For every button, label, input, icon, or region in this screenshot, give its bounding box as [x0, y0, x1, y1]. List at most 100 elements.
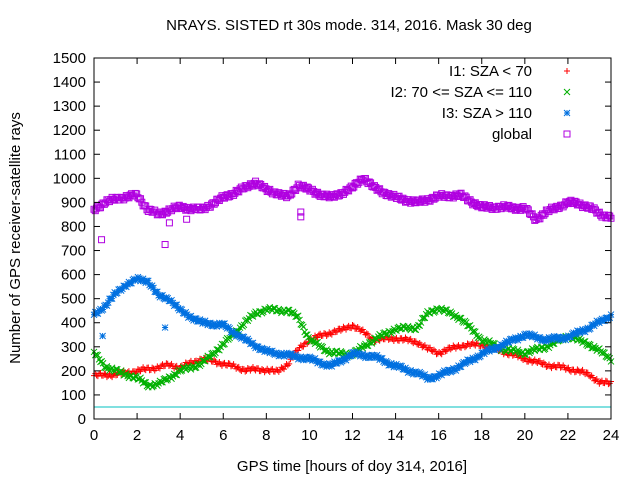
data-point	[347, 352, 355, 360]
data-point	[567, 333, 575, 341]
y-tick-label: 100	[61, 387, 86, 404]
data-point	[461, 344, 468, 351]
data-point	[201, 317, 209, 325]
data-point	[590, 322, 598, 330]
data-point	[353, 351, 360, 358]
data-point	[355, 350, 363, 357]
data-point	[255, 365, 262, 372]
y-tick-label: 500	[61, 291, 86, 308]
data-point	[269, 365, 276, 372]
data-point	[526, 356, 533, 363]
data-point	[315, 331, 322, 338]
data-point	[212, 320, 219, 328]
data-point	[482, 348, 489, 356]
data-point	[420, 314, 427, 322]
data-point	[605, 381, 612, 388]
data-point	[510, 336, 518, 344]
data-point	[438, 371, 446, 379]
data-point	[286, 360, 293, 367]
data-point	[592, 377, 599, 384]
data-point	[593, 376, 600, 383]
outlier-point	[161, 241, 169, 249]
axis-ticks: 0 2 4 6 8 10 12 14 16 18 20 22 240100200300400500600…	[53, 50, 620, 444]
legend: I1: SZA < 70 I2: 70 <= SZA <= 110 I3: SZA …	[391, 63, 571, 143]
data-point	[508, 335, 515, 343]
x-tick-label: 12	[344, 427, 361, 444]
data-point	[420, 343, 427, 350]
data-point	[99, 306, 107, 313]
data-point	[533, 358, 540, 365]
data-point	[259, 345, 267, 353]
data-point	[113, 289, 121, 297]
outlier-points	[98, 208, 305, 340]
outlier-point	[183, 215, 191, 223]
data-point	[293, 353, 301, 361]
data-point	[462, 319, 470, 326]
data-point	[454, 343, 461, 350]
data-point	[280, 353, 288, 360]
x-tick-label: 8	[262, 427, 270, 444]
data-point	[214, 321, 222, 329]
x-tick-label: 6	[219, 427, 227, 444]
data-point	[501, 339, 509, 347]
data-point	[237, 366, 244, 373]
series-i3-sza-110	[90, 273, 615, 383]
data-point	[565, 364, 572, 371]
data-point	[336, 356, 343, 364]
data-point	[225, 360, 232, 367]
data-point	[548, 336, 555, 344]
x-tick-label: 4	[176, 427, 184, 444]
data-point	[305, 333, 312, 341]
data-point	[244, 335, 252, 343]
data-point	[486, 348, 493, 355]
data-point	[399, 337, 406, 344]
data-point	[491, 340, 499, 347]
data-point	[251, 366, 258, 373]
x-tick-label: 10	[301, 427, 318, 444]
data-point	[373, 351, 381, 359]
data-point	[135, 275, 143, 282]
data-point	[342, 356, 350, 364]
data-point	[142, 379, 150, 386]
y-tick-label: 1100	[54, 146, 86, 163]
data-point	[108, 295, 116, 302]
data-point	[597, 378, 604, 385]
data-point	[421, 371, 429, 378]
data-point	[450, 342, 457, 349]
data-point	[427, 344, 434, 351]
data-point	[107, 372, 114, 379]
legend-marker-i3-sza-110	[563, 109, 571, 117]
data-point	[99, 359, 107, 367]
x-tick-label: 24	[603, 427, 620, 444]
y-tick-label: 900	[61, 194, 86, 211]
outlier-point	[165, 219, 173, 227]
data-point	[173, 301, 181, 309]
data-point	[284, 362, 291, 369]
data-point	[104, 299, 112, 306]
data-point	[172, 371, 179, 379]
data-point	[363, 330, 370, 337]
data-point	[182, 308, 190, 316]
data-point	[470, 327, 478, 335]
data-point	[314, 334, 321, 341]
data-point	[417, 319, 425, 326]
data-point	[144, 277, 152, 285]
data-point	[296, 316, 303, 324]
data-point	[447, 346, 454, 353]
data-point	[531, 331, 539, 339]
data-point	[566, 367, 573, 374]
data-point	[407, 335, 414, 342]
data-point	[141, 378, 148, 386]
data-point	[549, 362, 556, 369]
data-point	[197, 317, 205, 325]
data-point	[574, 366, 581, 373]
data-point	[221, 320, 228, 327]
data-point	[244, 365, 251, 372]
data-point	[242, 368, 249, 375]
y-tick-label: 600	[61, 267, 86, 284]
outlier-point	[98, 236, 106, 244]
data-point	[271, 351, 279, 359]
data-point	[540, 359, 547, 366]
data-point	[141, 366, 148, 373]
outlier-point	[99, 332, 106, 340]
